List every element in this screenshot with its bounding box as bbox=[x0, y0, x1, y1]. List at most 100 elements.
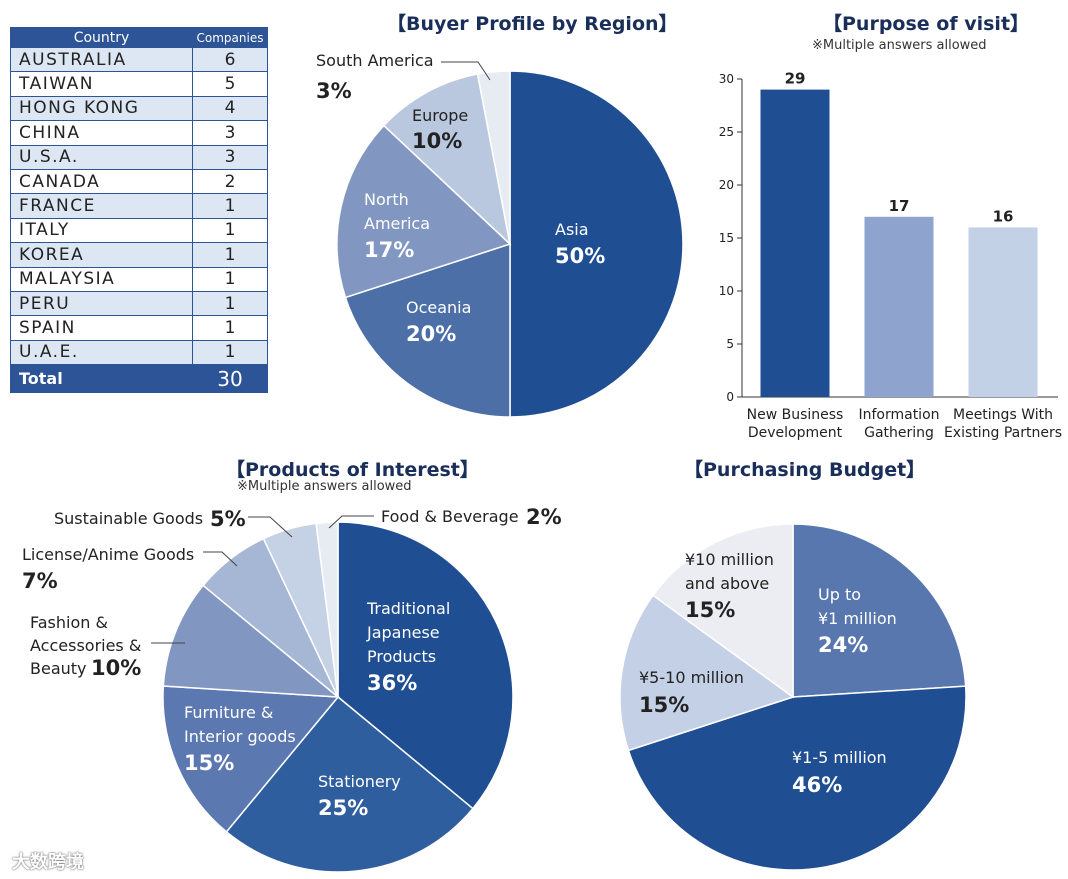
region-slice-0 bbox=[509, 70, 684, 418]
table-row: U.S.A. 3 bbox=[10, 144, 268, 170]
total-label: Total bbox=[10, 364, 193, 394]
sustainable-pct: 5% bbox=[210, 507, 246, 531]
country-cell: HONG KONG bbox=[10, 95, 193, 122]
purpose-chart-title: 【Purpose of visit】 bbox=[823, 13, 1030, 35]
region-slice-3 bbox=[382, 73, 512, 247]
up-to-1m-label-line: ¥1 million bbox=[818, 609, 897, 628]
region-slice-4 bbox=[476, 70, 511, 245]
table-body: AUSTRALIA 6 TAIWAN 5 HONG KONG 4 CHINA 3 U.S.A. 3… bbox=[10, 46, 268, 394]
license-pct: 7% bbox=[22, 569, 58, 593]
sustainable-label: Sustainable Goods bbox=[54, 509, 203, 528]
budget-chart-title: 【Purchasing Budget】 bbox=[684, 459, 926, 481]
y-tick-label: 30 bbox=[719, 72, 734, 86]
region-slice-2 bbox=[336, 124, 512, 299]
stationery-label: Stationery bbox=[318, 772, 401, 791]
traditional-label-line: Products bbox=[367, 647, 436, 666]
north-america-pct: 17% bbox=[364, 238, 414, 262]
products-chart-subtitle: ※Multiple answers allowed bbox=[237, 479, 412, 494]
license-leader bbox=[203, 551, 238, 567]
companies-cell: 3 bbox=[192, 144, 268, 170]
category-label: Existing Partners bbox=[944, 425, 1062, 441]
budget-slice-3 bbox=[651, 523, 794, 699]
companies-cell: 1 bbox=[192, 315, 268, 341]
5-10m-pct: 15% bbox=[639, 693, 689, 717]
oceania-label: Oceania bbox=[406, 298, 471, 317]
total-value: 30 bbox=[192, 364, 268, 394]
10m-above-label-line: ¥10 million bbox=[685, 550, 774, 569]
food-leader bbox=[328, 515, 374, 529]
fashion-label-line: Beauty bbox=[30, 659, 87, 678]
companies-cell: 1 bbox=[192, 339, 268, 366]
fashion-label-line: Accessories & bbox=[30, 636, 141, 655]
products-slice-3 bbox=[162, 584, 341, 698]
table-row: CANADA 2 bbox=[10, 168, 268, 195]
region-chart-title: 【Buyer Profile by Region】 bbox=[387, 13, 678, 35]
fashion-label-line: Fashion & bbox=[30, 613, 108, 632]
bar-value-label: 16 bbox=[993, 207, 1014, 225]
companies-cell: 1 bbox=[192, 242, 268, 268]
fashion-pct: 10% bbox=[91, 656, 141, 680]
north-america-label-line2: America bbox=[364, 214, 430, 233]
category-label: New Business bbox=[747, 407, 844, 423]
products-slice-1 bbox=[225, 695, 474, 873]
category-label: Development bbox=[748, 425, 843, 441]
up-to-1m-label-line: Up to bbox=[818, 585, 861, 604]
country-cell: AUSTRALIA bbox=[10, 46, 193, 73]
1-5m-label: ¥1-5 million bbox=[792, 748, 887, 767]
bar-0 bbox=[760, 89, 830, 397]
companies-cell: 6 bbox=[192, 46, 268, 73]
products-slice-2 bbox=[162, 685, 340, 833]
europe-label: Europe bbox=[412, 106, 468, 125]
y-tick-label: 25 bbox=[719, 125, 734, 139]
table-row: CHINA 3 bbox=[10, 120, 268, 146]
5-10m-label: ¥5-10 million bbox=[639, 668, 744, 687]
watermark-logo: 大数跨境 bbox=[12, 852, 84, 872]
category-label: Gathering bbox=[864, 425, 934, 441]
country-cell: FRANCE bbox=[10, 193, 193, 219]
y-tick-label: 20 bbox=[719, 178, 734, 192]
region-slice-1 bbox=[344, 242, 511, 418]
products-chart-title: 【Products of Interest】 bbox=[226, 459, 479, 481]
country-cell: CANADA bbox=[10, 168, 193, 195]
y-tick-label: 5 bbox=[726, 337, 734, 351]
companies-cell: 4 bbox=[192, 95, 268, 122]
table-row: KOREA 1 bbox=[10, 242, 268, 268]
food-label: Food & Beverage bbox=[381, 507, 519, 526]
header-companies: Companies bbox=[192, 27, 268, 48]
category-label: Meetings With bbox=[953, 407, 1053, 423]
traditional-label-line: Traditional bbox=[366, 599, 450, 618]
food-pct: 2% bbox=[526, 505, 562, 529]
companies-cell: 1 bbox=[192, 193, 268, 219]
south-america-label: South America bbox=[316, 51, 434, 70]
table-row: FRANCE 1 bbox=[10, 193, 268, 219]
north-america-label-line1: North bbox=[364, 190, 409, 209]
country-cell: SPAIN bbox=[10, 315, 193, 341]
south-america-leader bbox=[441, 61, 491, 81]
budget-slice-2 bbox=[619, 594, 795, 752]
companies-cell: 1 bbox=[192, 290, 268, 317]
purpose-chart-subtitle: ※Multiple answers allowed bbox=[812, 38, 987, 53]
asia-label: Asia bbox=[555, 220, 589, 239]
table-row: PERU 1 bbox=[10, 290, 268, 317]
bar-value-label: 17 bbox=[889, 197, 910, 215]
furniture-label-line: Furniture & bbox=[184, 703, 273, 722]
y-tick-label: 10 bbox=[719, 284, 734, 298]
sustainable-leader bbox=[248, 516, 293, 538]
stationery-pct: 25% bbox=[318, 796, 368, 820]
companies-cell: 1 bbox=[192, 217, 268, 244]
10m-above-label-line: and above bbox=[685, 574, 769, 593]
table-row: U.A.E. 1 bbox=[10, 339, 268, 366]
companies-cell: 3 bbox=[192, 120, 268, 146]
y-tick-label: 0 bbox=[726, 390, 734, 404]
products-slice-0 bbox=[337, 521, 514, 810]
10m-above-pct: 15% bbox=[685, 598, 735, 622]
country-cell: PERU bbox=[10, 290, 193, 317]
oceania-pct: 20% bbox=[406, 322, 456, 346]
table-row: SPAIN 1 bbox=[10, 315, 268, 341]
south-america-pct: 3% bbox=[316, 79, 352, 103]
bar-1 bbox=[864, 216, 934, 397]
traditional-pct: 36% bbox=[367, 671, 417, 695]
